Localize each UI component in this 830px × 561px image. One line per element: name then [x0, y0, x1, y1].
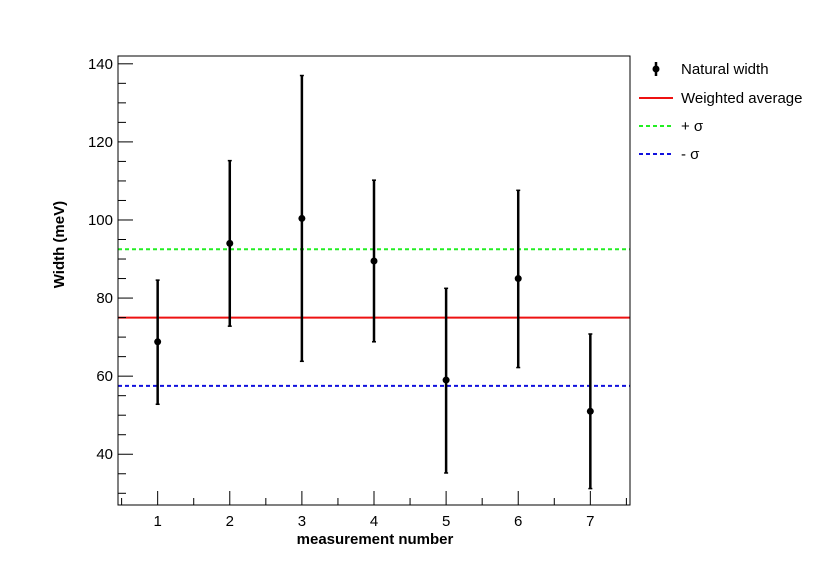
x-tick-label: 7	[586, 513, 594, 530]
legend-label: - σ	[681, 146, 700, 163]
y-tick-label: 40	[96, 446, 113, 463]
y-tick-label: 100	[88, 212, 113, 229]
legend-label: + σ	[681, 118, 704, 135]
y-tick-label: 140	[88, 56, 113, 73]
legend-label: Weighted average	[681, 90, 802, 107]
x-axis-title: measurement number	[297, 531, 454, 548]
data-point-4	[370, 257, 378, 265]
x-tick-label: 4	[370, 513, 378, 530]
data-point-5	[442, 376, 450, 384]
legend-symbol-point	[652, 65, 660, 73]
x-tick-label: 1	[153, 513, 161, 530]
data-point-3	[298, 214, 306, 222]
x-tick-label: 6	[514, 513, 522, 530]
legend-label: Natural width	[681, 61, 769, 78]
data-point-7	[586, 407, 594, 415]
data-point-1	[154, 338, 162, 346]
data-point-6	[514, 275, 522, 283]
y-tick-label: 120	[88, 134, 113, 151]
legend: Natural width Weighted average + σ - σ	[639, 61, 802, 163]
x-tick-label: 3	[298, 513, 306, 530]
x-tick-label: 5	[442, 513, 450, 530]
x-tick-label: 2	[226, 513, 234, 530]
data-point-2	[226, 239, 234, 247]
y-axis-title: Width (meV)	[51, 201, 68, 288]
y-tick-label: 80	[96, 290, 113, 307]
y-tick-label: 60	[96, 368, 113, 385]
